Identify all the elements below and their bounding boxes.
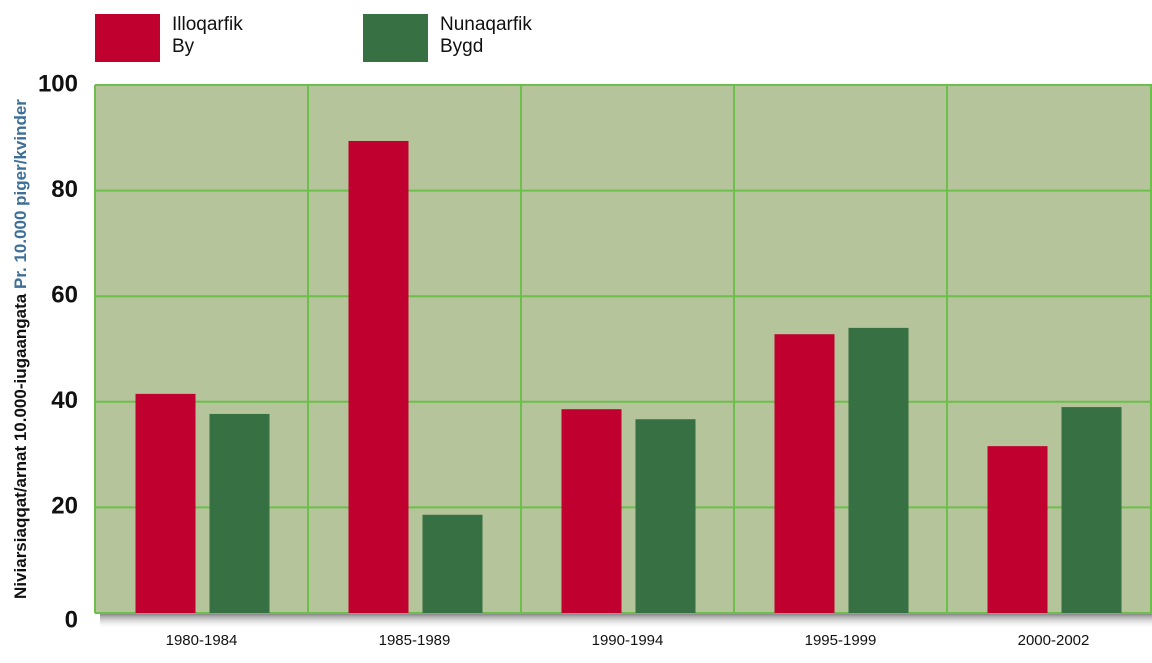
legend-label: Nunaqarfik Bygd — [440, 14, 532, 57]
bar — [135, 393, 196, 613]
legend-label: Illoqarfik By — [172, 14, 243, 57]
y-axis-label: Niviarsiaqqat/arnat 10.000-iugaangata Pr… — [11, 99, 30, 599]
x-tick-label: 1990-1994 — [592, 632, 664, 649]
legend-swatch — [363, 14, 428, 62]
y-tick-label: 0 — [65, 606, 78, 633]
plot-area — [95, 85, 1152, 613]
bar — [348, 140, 409, 613]
bar — [422, 514, 483, 613]
x-tick-label: 1985-1989 — [379, 632, 451, 649]
bar — [848, 327, 909, 613]
x-tick-label: 1980-1984 — [166, 632, 238, 649]
bar — [561, 409, 622, 613]
y-axis-label-secondary: Pr. 10.000 piger/kvinder — [11, 99, 30, 289]
bar — [635, 419, 696, 613]
legend-swatch — [95, 14, 160, 62]
shadow — [100, 613, 1152, 629]
column-dividers — [94, 85, 1152, 613]
y-tick-label: 80 — [51, 176, 78, 203]
bar — [774, 334, 835, 613]
y-tick-label: 100 — [38, 70, 78, 97]
bar — [209, 413, 270, 613]
y-tick-label: 20 — [51, 493, 78, 520]
y-axis-label-main: Niviarsiaqqat/arnat 10.000-iugaangata — [11, 293, 30, 599]
x-tick-label: 1995-1999 — [805, 632, 877, 649]
x-tick-label: 2000-2002 — [1018, 632, 1090, 649]
y-tick-label: 60 — [51, 282, 78, 309]
y-tick-label: 40 — [51, 387, 78, 414]
bar — [987, 446, 1048, 613]
bar — [1061, 407, 1122, 613]
